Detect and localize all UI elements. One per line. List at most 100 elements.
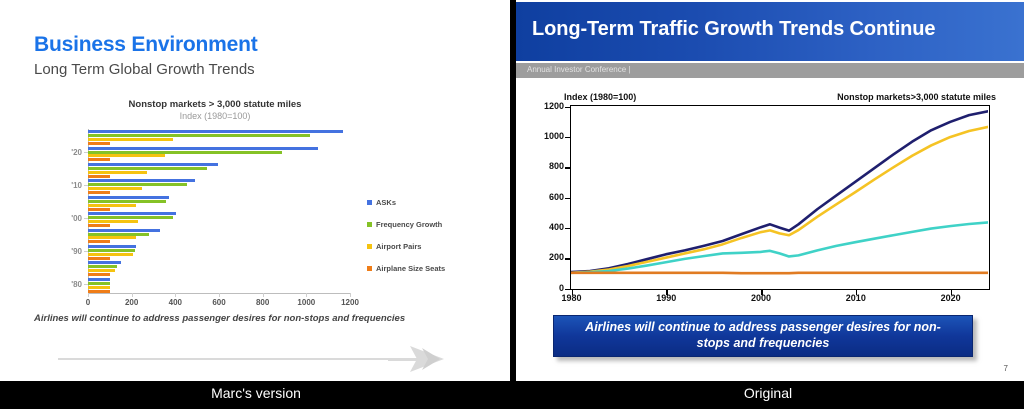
x-tick-label: 1200 [341,298,359,307]
bar-frequency-growth-24 [88,134,310,138]
airplane-arrow-icon [58,344,458,374]
right-x-tick-label: 1990 [656,293,677,303]
bar-airplane-size-seats-10 [88,191,110,195]
bar-airport-pairs-00 [88,220,138,223]
bar-asks-10 [88,179,195,183]
right-y-tick-mark [565,167,570,169]
x-tick-label: 400 [168,298,183,307]
panel-divider [510,0,516,381]
y-tick-mark [84,218,88,219]
bar-asks-20 [88,146,318,150]
y-tick-label: '80 [71,279,82,289]
legend-item-airplane-size-seats: Airplane Size Seats [367,264,445,273]
page-subtitle: Long Term Global Growth Trends [34,61,255,78]
bar-frequency-growth-10 [88,183,187,187]
right-y-tick-mark [565,106,570,108]
bar-airplane-size-seats-24 [88,141,110,145]
x-tick-mark [131,293,133,297]
bar-frequency-growth-00 [88,216,173,220]
right-y-tick-label: 0 [558,282,564,293]
legend-item-frequency-growth: Frequency Growth [367,220,445,229]
bar-airport-pairs-10 [88,187,143,191]
caption-right: Original [743,385,793,401]
x-tick-mark [219,293,220,297]
right-banner: Airlines will continue to address passen… [553,315,973,357]
x-tick-mark [88,293,89,297]
line-asks [571,110,988,274]
bar-asks-05 [88,195,169,199]
x-tick-mark [262,293,264,297]
left-slide-panel: Business Environment Long Term Global Gr… [0,0,510,381]
bar-asks-00 [88,212,177,216]
right-chart-plot-area [570,105,990,290]
bar-airport-pairs-95 [88,236,137,240]
legend-swatch-icon [367,200,372,205]
bar-airplane-size-seats-20 [88,158,110,162]
right-x-tick-mark [571,290,573,295]
right-subtitle-bar [516,63,1024,78]
legend-label: Airport Pairs [376,242,422,251]
right-y-tick-mark [565,197,570,199]
bar-airplane-size-seats-00 [88,223,110,227]
caption-left: Marc's version [211,385,301,401]
right-y-tick-label: 800 [548,161,564,172]
right-y-tick-label: 200 [548,252,564,263]
right-chart-lines [571,110,988,275]
right-x-tick-mark [855,290,858,295]
right-y-tick-label: 600 [548,191,564,202]
right-y-tick-mark [565,288,570,290]
page-number: 7 [1003,364,1008,373]
bar-asks-95 [88,228,161,232]
right-y-tick-mark [565,227,570,230]
x-tick-label: 600 [212,298,226,307]
left-caption: Airlines will continue to address passen… [34,313,406,324]
legend-swatch-icon [367,244,372,249]
right-x-tick-label: 2000 [751,293,772,303]
legend-label: Airplane Size Seats [376,264,446,273]
y-tick-label: '00 [71,214,82,223]
bar-frequency-growth-85 [88,265,117,269]
right-y-tick-label: 400 [548,221,564,232]
bar-frequency-growth-15 [88,166,207,170]
right-x-tick-label: 2020 [940,293,961,303]
bar-frequency-growth-90 [88,248,135,252]
bar-airplane-size-seats-85 [88,273,110,277]
y-tick-mark [84,250,88,252]
legend-label: Frequency Growth [376,220,443,229]
left-chart-subtitle: Index (1980=100) [179,111,251,121]
legend-item-asks: ASKs [367,198,445,207]
legend-item-airport-pairs: Airport Pairs [367,242,445,251]
right-x-tick-mark [761,290,763,295]
right-y-tick-label: 1200 [543,100,564,111]
right-page-title: Long-Term Traffic Growth Trends Continue [532,18,936,40]
bar-airport-pairs-85 [88,269,116,273]
bar-asks-90 [88,245,136,248]
bar-frequency-growth-20 [88,150,283,154]
bottom-caption-bar: Marc's version Original [0,381,1024,409]
x-tick-mark [175,293,177,297]
right-chart-index-label: Index (1980=100) [564,92,637,102]
bar-airplane-size-seats-95 [88,240,110,244]
bar-asks-15 [88,163,219,166]
legend-label: ASKs [376,198,397,207]
bar-asks-85 [88,261,121,265]
bar-frequency-growth-80 [88,281,110,285]
right-chart-title: Nonstop markets>3,000 statute miles [837,92,996,102]
bar-airport-pairs-80 [88,285,110,289]
line-airport-pairs [571,221,988,275]
y-tick-label: '10 [71,181,82,191]
bar-asks-80 [88,277,110,281]
right-y-tick-label: 1000 [543,130,564,141]
bar-airport-pairs-05 [88,203,136,207]
bar-airport-pairs-15 [88,170,147,174]
bar-frequency-growth-05 [88,199,167,203]
bar-airport-pairs-20 [88,154,165,158]
left-chart-y-axis [88,129,89,293]
bar-airport-pairs-24 [88,138,173,141]
bar-airport-pairs-90 [88,252,133,256]
right-slide-panel: Long-Term Traffic Growth Trends Continue… [516,0,1024,381]
x-tick-label: 800 [255,298,270,307]
bar-airplane-size-seats-80 [88,289,110,293]
right-x-tick-label: 2010 [845,293,866,303]
